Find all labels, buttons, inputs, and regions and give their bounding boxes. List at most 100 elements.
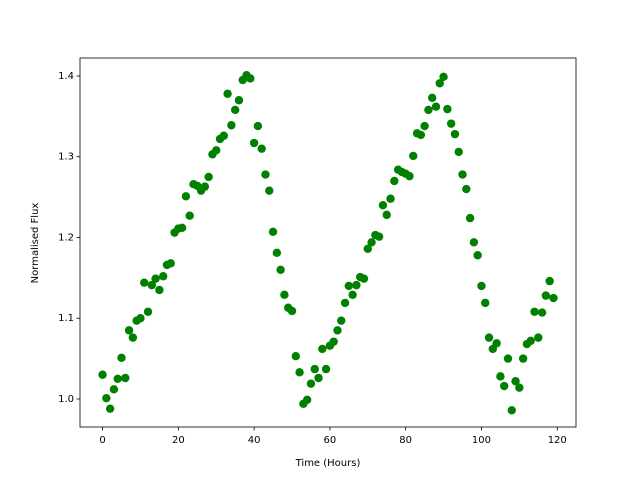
point (352, 280, 361, 290)
x-axis-label: Time (Hours) (295, 458, 361, 469)
point (306, 379, 316, 388)
point (124, 326, 134, 335)
point (295, 368, 304, 377)
x-tick-label: 80 (399, 435, 412, 446)
point (484, 333, 494, 342)
point (420, 121, 429, 131)
point (265, 186, 274, 195)
point (310, 364, 319, 374)
point (431, 102, 441, 111)
point (333, 326, 342, 335)
point (492, 339, 501, 348)
plot-frame (79, 57, 577, 428)
point (462, 184, 471, 194)
point (166, 259, 175, 268)
point (473, 251, 482, 260)
point (382, 210, 391, 220)
point (477, 281, 486, 291)
y-tick-label: 1.0 (58, 394, 74, 405)
point (181, 192, 191, 201)
point (390, 176, 399, 186)
point (212, 146, 221, 155)
point (117, 353, 126, 363)
point (105, 404, 115, 413)
point (268, 227, 278, 237)
point (530, 307, 539, 316)
point (386, 194, 395, 203)
point (185, 211, 194, 220)
point (249, 138, 259, 148)
point (515, 383, 524, 392)
x-tick-label: 20 (172, 435, 185, 446)
x-tick-label: 60 (324, 435, 337, 446)
point (450, 129, 460, 139)
point (230, 105, 240, 115)
point (329, 337, 338, 346)
point (378, 200, 388, 210)
point (409, 151, 418, 161)
point (318, 344, 327, 354)
point (549, 293, 558, 303)
point (348, 290, 357, 300)
point (136, 314, 145, 323)
point (234, 96, 244, 105)
x-tick-label: 0 (99, 435, 105, 446)
point (314, 373, 323, 383)
point (454, 147, 463, 157)
point (257, 144, 266, 153)
point (287, 306, 297, 316)
x-tick-label: 100 (472, 435, 491, 446)
point (503, 354, 513, 363)
point (465, 213, 475, 223)
point (261, 170, 270, 179)
point (534, 333, 543, 342)
point (227, 121, 236, 130)
point (128, 333, 138, 342)
y-tick-label: 1.1 (58, 313, 74, 324)
point (143, 307, 153, 316)
point (363, 244, 372, 253)
point (340, 298, 350, 308)
point (140, 278, 149, 287)
point (200, 182, 210, 191)
point (151, 274, 160, 283)
point (537, 308, 547, 317)
point (102, 393, 111, 403)
point (302, 395, 312, 404)
point (113, 374, 122, 383)
point (121, 373, 130, 383)
point (481, 298, 490, 308)
x-tick-label: 120 (548, 435, 567, 446)
point (98, 370, 107, 379)
point (272, 248, 282, 258)
point (439, 72, 448, 82)
point (158, 272, 168, 281)
point (374, 232, 384, 241)
point (246, 74, 255, 83)
point (109, 385, 119, 394)
point (435, 79, 444, 88)
point (280, 290, 289, 300)
point (443, 104, 452, 114)
point (204, 172, 213, 182)
y-tick-label: 1.4 (58, 71, 74, 82)
point (416, 130, 426, 140)
point (545, 276, 554, 286)
point (405, 171, 414, 181)
point (518, 354, 528, 363)
point (337, 316, 346, 325)
point (499, 381, 509, 391)
point (147, 280, 157, 290)
point (223, 89, 232, 98)
point (367, 238, 376, 247)
y-tick-label: 1.3 (58, 152, 74, 163)
point (469, 238, 479, 247)
point (541, 291, 551, 300)
point (526, 336, 535, 346)
point (507, 406, 516, 415)
point (291, 351, 300, 361)
point (446, 119, 456, 128)
point (253, 121, 263, 131)
point (428, 93, 437, 103)
